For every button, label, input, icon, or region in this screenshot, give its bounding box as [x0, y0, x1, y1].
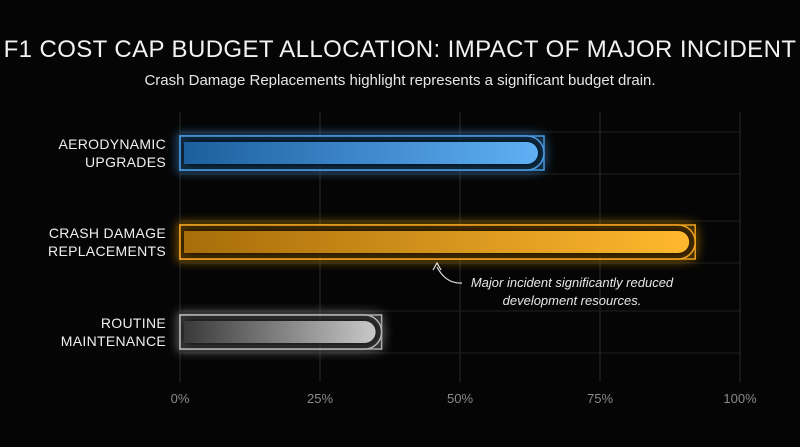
x-tick-label: 0% — [171, 391, 190, 406]
x-tick-label: 25% — [307, 391, 333, 406]
annotation-arrow — [436, 266, 463, 284]
bar — [184, 231, 690, 253]
category-label: CRASH DAMAGE REPLACEMENTS — [48, 225, 166, 259]
chart-subtitle: Crash Damage Replacements highlight repr… — [144, 72, 656, 89]
bar-group — [179, 314, 383, 350]
category-label: ROUTINE MAINTENANCE — [61, 315, 166, 349]
x-tick-label: 50% — [447, 391, 473, 406]
bars — [179, 135, 696, 350]
annotation-text: Major incident significantly reduced deve… — [471, 275, 674, 308]
category-labels: AERODYNAMIC UPGRADES CRASH DAMAGE REPLACEME… — [48, 136, 166, 349]
bar — [184, 142, 538, 164]
x-axis-ticks: 0% 25% 50% 75% 100% — [171, 391, 757, 406]
bar — [184, 321, 376, 343]
category-label: AERODYNAMIC UPGRADES — [58, 136, 166, 170]
chart-title: F1 COST CAP BUDGET ALLOCATION: IMPACT OF… — [3, 36, 797, 63]
x-tick-label: 100% — [723, 391, 757, 406]
bar-group — [179, 135, 545, 171]
x-tick-label: 75% — [587, 391, 613, 406]
annotation-arrowhead — [432, 261, 442, 271]
annotation: Major incident significantly reduced deve… — [432, 261, 674, 308]
bar-group — [179, 224, 696, 260]
